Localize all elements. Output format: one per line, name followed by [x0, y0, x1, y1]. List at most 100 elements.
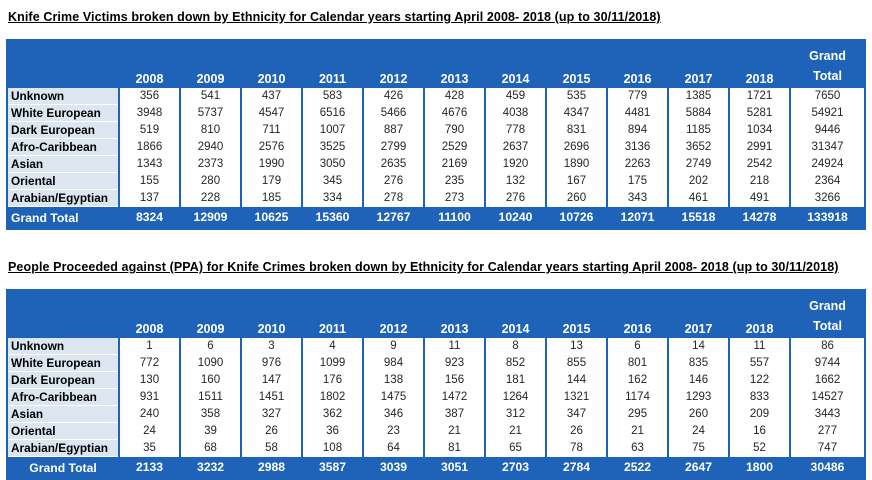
header-corner-cell: [6, 40, 119, 88]
data-cell: 4347: [545, 104, 607, 122]
data-cell: 1721: [728, 88, 790, 105]
row-total-cell: 14527: [789, 388, 865, 406]
data-cell: 3652: [667, 138, 729, 156]
data-cell: 835: [667, 354, 729, 372]
data-cell: 801: [606, 354, 668, 372]
row-label: Dark European: [6, 121, 119, 139]
row-label: Unknown: [6, 88, 119, 105]
data-cell: 108: [301, 439, 363, 457]
data-cell: 6516: [301, 104, 363, 122]
data-cell: 26: [240, 422, 302, 440]
data-cell: 831: [545, 121, 607, 139]
grand-total-cell: 1800: [728, 456, 790, 479]
row-total-cell: 9446: [789, 121, 865, 139]
data-cell: 790: [423, 121, 485, 139]
data-cell: 240: [118, 405, 180, 423]
row-total-cell: 54921: [789, 104, 865, 122]
data-cell: 260: [667, 405, 729, 423]
data-cell: 1511: [179, 388, 241, 406]
year-column-header: 2012: [362, 290, 424, 338]
grand-total-cell: 11100: [423, 206, 485, 229]
data-cell: 75: [667, 439, 729, 457]
grand-total-cell: 8324: [118, 206, 180, 229]
grand-total-cell: 3587: [301, 456, 363, 479]
data-cell: 5466: [362, 104, 424, 122]
data-cell: 347: [545, 405, 607, 423]
row-label: Afro-Caribbean: [6, 138, 119, 156]
data-cell: 68: [179, 439, 241, 457]
grand-total-cell: 2703: [484, 456, 546, 479]
data-cell: 1185: [667, 121, 729, 139]
data-cell: 437: [240, 88, 302, 105]
data-cell: 181: [484, 371, 546, 389]
header-corner-cell: [6, 290, 119, 338]
data-cell: 2373: [179, 155, 241, 173]
grand-grand-total-cell: 30486: [789, 456, 865, 479]
row-total-cell: 747: [789, 439, 865, 457]
data-cell: 11: [728, 338, 790, 355]
data-cell: 52: [728, 439, 790, 457]
data-cell: 459: [484, 88, 546, 105]
data-cell: 2169: [423, 155, 485, 173]
data-cell: 2576: [240, 138, 302, 156]
table-row: Unknown 1 6 3 4 9 11 8 13 6 14 11 86: [6, 338, 865, 355]
data-cell: 887: [362, 121, 424, 139]
data-cell: 137: [118, 189, 180, 207]
data-cell: 156: [423, 371, 485, 389]
grand-total-cell: 10726: [545, 206, 607, 229]
data-cell: 772: [118, 354, 180, 372]
data-cell: 4: [301, 338, 363, 355]
year-column-header: 2011: [301, 40, 363, 88]
year-column-header: 2016: [606, 40, 668, 88]
data-cell: 4676: [423, 104, 485, 122]
data-cell: 122: [728, 371, 790, 389]
data-cell: 984: [362, 354, 424, 372]
data-cell: 5737: [179, 104, 241, 122]
data-cell: 356: [118, 88, 180, 105]
data-cell: 23: [362, 422, 424, 440]
grand-total-cell: 15518: [667, 206, 729, 229]
data-cell: 202: [667, 172, 729, 190]
grand-total-cell: 3039: [362, 456, 424, 479]
grand-total-cell: 12071: [606, 206, 668, 229]
grand-total-cell: 14278: [728, 206, 790, 229]
data-cell: 273: [423, 189, 485, 207]
data-cell: 343: [606, 189, 668, 207]
data-cell: 855: [545, 354, 607, 372]
data-cell: 1343: [118, 155, 180, 173]
data-cell: 711: [240, 121, 302, 139]
row-label: Unknown: [6, 338, 119, 355]
row-total-cell: 277: [789, 422, 865, 440]
data-cell: 2542: [728, 155, 790, 173]
year-column-header: 2014: [484, 290, 546, 338]
grand-total-cell: 2133: [118, 456, 180, 479]
data-cell: 1007: [301, 121, 363, 139]
data-cell: 8: [484, 338, 546, 355]
data-cell: 278: [362, 189, 424, 207]
data-cell: 779: [606, 88, 668, 105]
year-column-header: 2012: [362, 40, 424, 88]
data-cell: 24: [667, 422, 729, 440]
table-row: Dark European 130 160 147 176 138 156 181 144 162…: [6, 371, 865, 389]
data-cell: 176: [301, 371, 363, 389]
data-cell: 6: [179, 338, 241, 355]
data-cell: 428: [423, 88, 485, 105]
data-cell: 923: [423, 354, 485, 372]
data-cell: 1174: [606, 388, 668, 406]
data-cell: 21: [423, 422, 485, 440]
data-cell: 1099: [301, 354, 363, 372]
victims-table-title: Knife Crime Victims broken down by Ethni…: [8, 10, 661, 24]
data-cell: 144: [545, 371, 607, 389]
header-row: 2008 2009 2010 2011 2012 2013 2014 2015 2016 2017…: [6, 40, 865, 88]
row-label: Oriental: [6, 172, 119, 190]
data-cell: 6: [606, 338, 668, 355]
data-cell: 461: [667, 189, 729, 207]
data-cell: 218: [728, 172, 790, 190]
data-cell: 167: [545, 172, 607, 190]
row-total-cell: 1662: [789, 371, 865, 389]
data-cell: 21: [484, 422, 546, 440]
table-row: Afro-Caribbean 931 1511 1451 1802 1475 1472 126…: [6, 388, 865, 406]
row-label: Oriental: [6, 422, 119, 440]
table-row: Asian 1343 2373 1990 3050 2635 2169 1920 1890 226…: [6, 155, 865, 173]
data-cell: 16: [728, 422, 790, 440]
